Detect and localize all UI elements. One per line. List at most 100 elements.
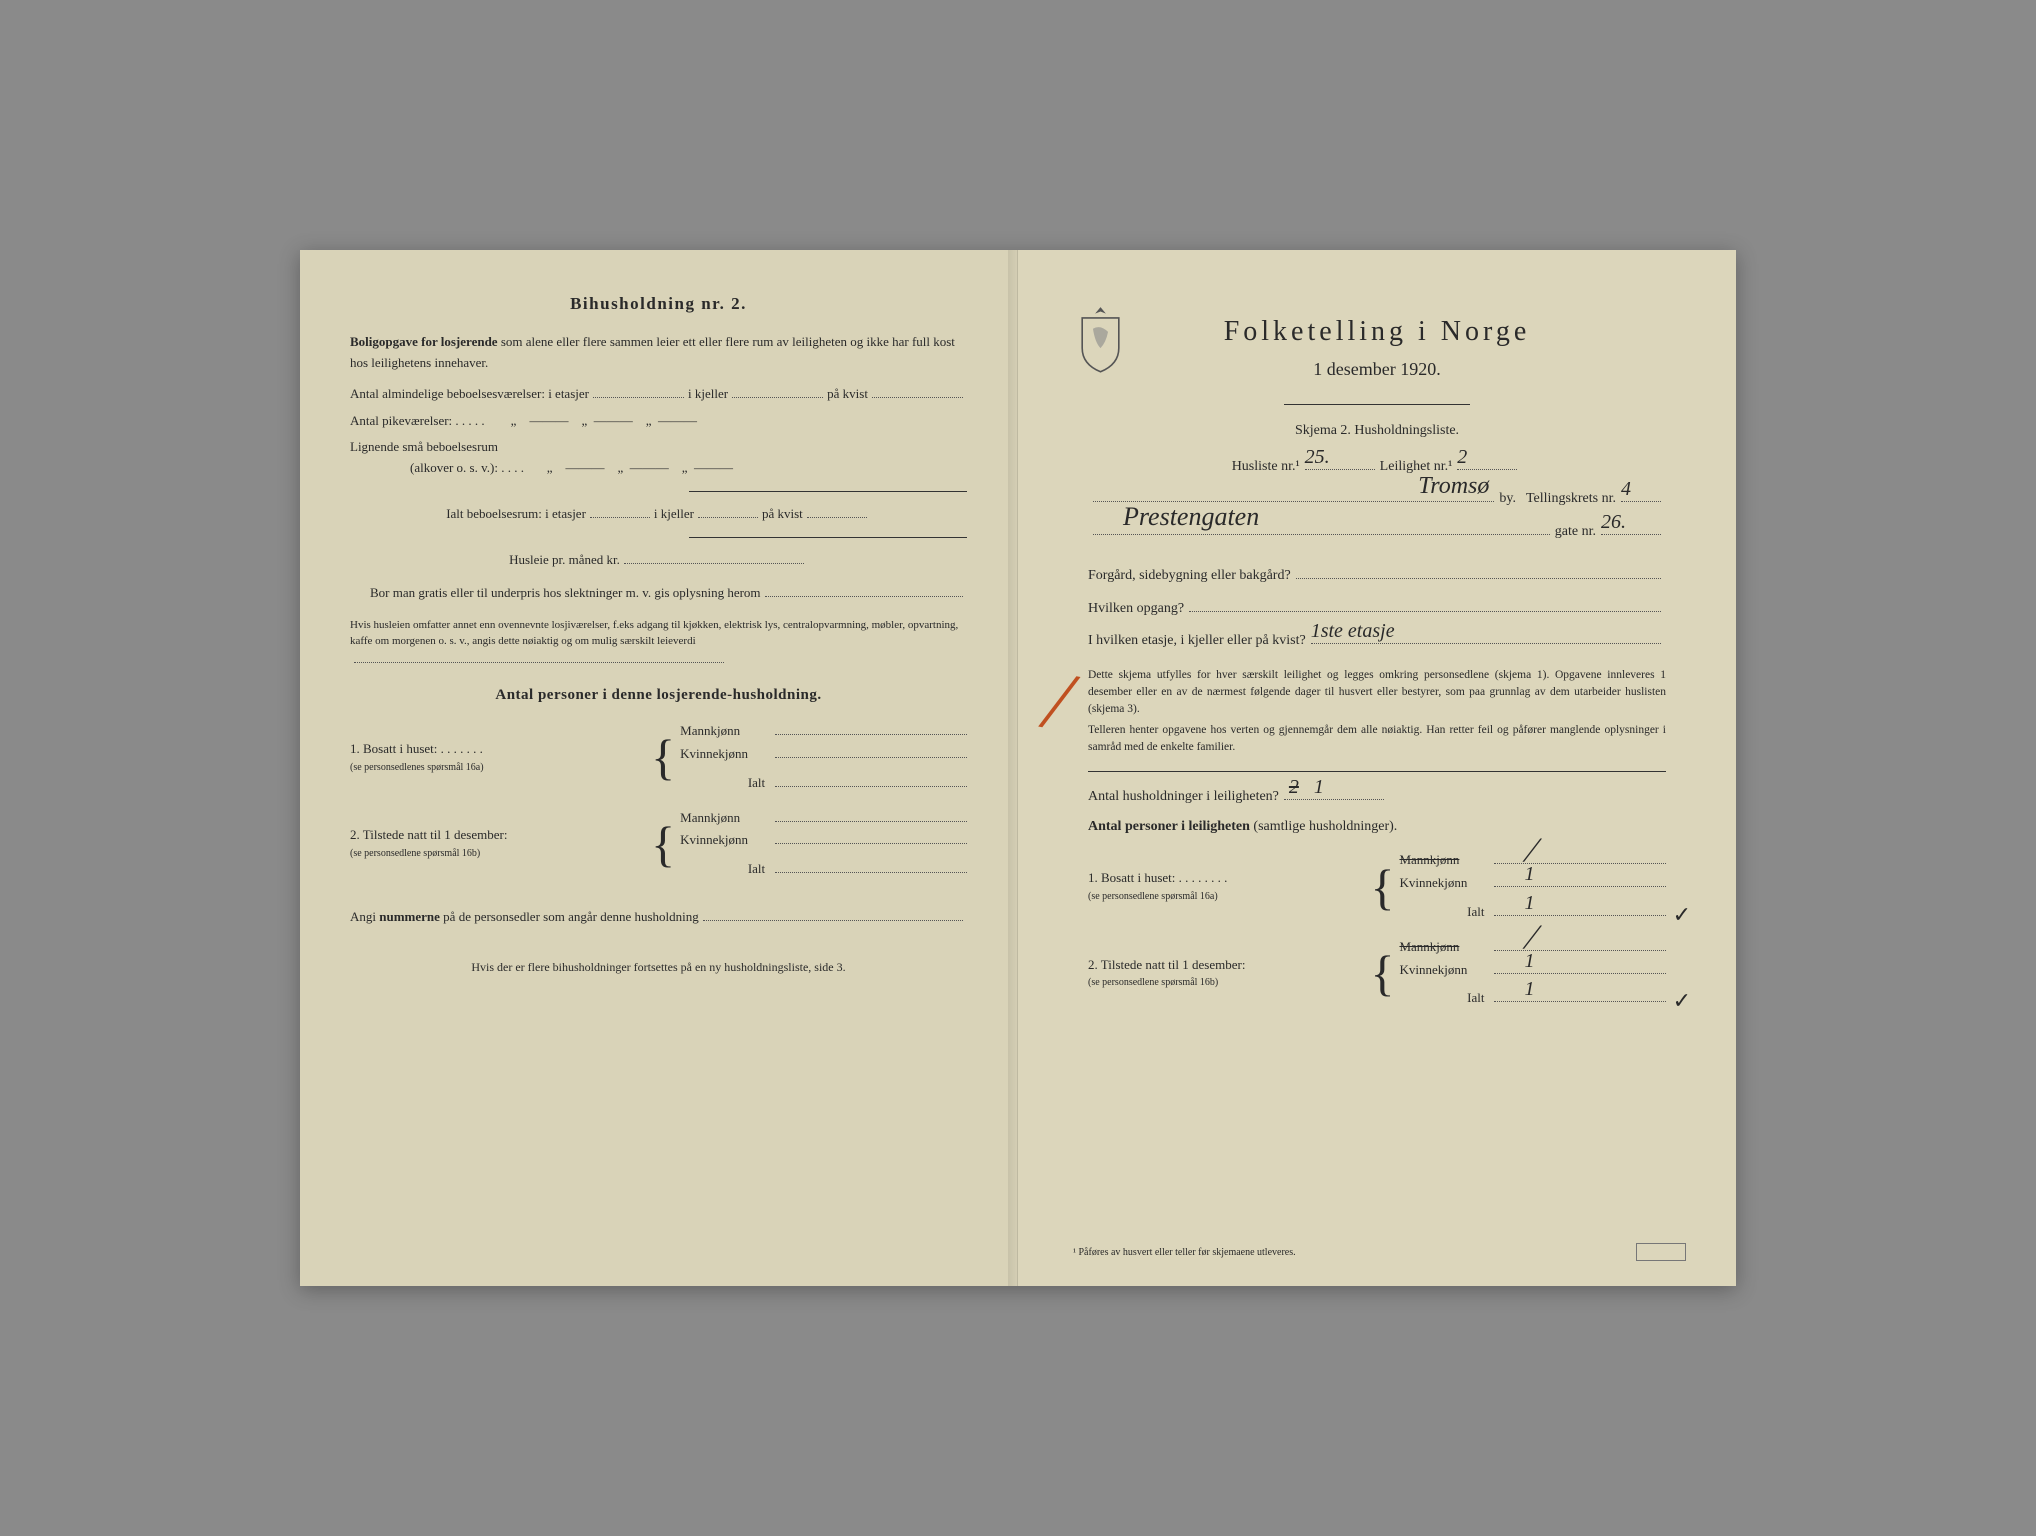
date-subtitle: 1 desember 1920.	[1068, 355, 1686, 384]
fval-2: 1	[1524, 945, 1534, 977]
husliste-line: Husliste nr.¹ 25. Leilighet nr.¹ 2	[1088, 454, 1666, 478]
total-label-1: Ialt	[680, 773, 775, 794]
maid-label: Antal pikeværelser: . . . . .	[350, 411, 485, 432]
male-strike-2: Mannkjønn	[1399, 937, 1494, 958]
husliste-label: Husliste nr.¹	[1232, 456, 1300, 478]
total-rooms-line: Ialt beboelsesrum: i etasjer i kjeller p…	[350, 504, 967, 525]
q1-sub: (se personsedlene spørsmål 16a)	[1088, 889, 1355, 905]
explain-divider	[1088, 771, 1666, 772]
households-label: Antal husholdninger i leiligheten?	[1088, 786, 1279, 808]
female-label-1: Kvinnekjønn	[680, 744, 775, 765]
r-resident-right: Mannkjønn╱ Kvinnekjønn1 Ialt1 ✓	[1399, 848, 1666, 924]
fill-rf1: 1	[1494, 873, 1666, 887]
intro-bold: Boligopgave for losjerende	[350, 334, 498, 349]
rent-line: Husleie pr. måned kr.	[350, 550, 967, 571]
fill-numbers	[703, 907, 963, 921]
city-suffix: by.	[1499, 488, 1516, 510]
explain-2: Telleren henter opgavene hos verten og g…	[1088, 722, 1666, 755]
fill-rt2: 1	[1494, 988, 1666, 1002]
rooms-label: Antal almindelige beboelsesværelser: i e…	[350, 384, 589, 405]
female-label-2: Kvinnekjønn	[680, 830, 775, 851]
check-2: ✓	[1673, 983, 1691, 1018]
title-divider	[1284, 404, 1469, 405]
fill-rm2: ╱	[1494, 937, 1666, 951]
fill-m1	[775, 721, 967, 735]
male-label-1: Mannkjønn	[680, 721, 775, 742]
streetnr-val: 26.	[1601, 506, 1626, 538]
fill-rm1: ╱	[1494, 850, 1666, 864]
fill-f1	[775, 744, 967, 758]
r-resident-group: 1. Bosatt i huset: . . . . . . . . (se p…	[1088, 848, 1666, 924]
cellar-label: i kjeller	[688, 384, 728, 405]
opgang-label: Hvilken opgang?	[1088, 598, 1184, 620]
street-val: Prestengaten	[1123, 496, 1259, 538]
male-label-2: Mannkjønn	[680, 808, 775, 829]
footnote: ¹ Påføres av husvert eller teller før sk…	[1073, 1245, 1296, 1261]
maid-line: Antal pikeværelser: . . . . . „ ——— „ ——…	[350, 411, 967, 432]
street-fill: Prestengaten	[1093, 519, 1550, 535]
total-r2: Ialt	[1399, 988, 1494, 1009]
similar-label: Lignende små beboelsesrum	[350, 439, 498, 454]
present-label: 2. Tilstede natt til 1 desember:	[350, 827, 507, 842]
alcove-quotes: „ ——— „ ——— „ ———	[527, 460, 733, 475]
fill-rt1: 1	[1494, 902, 1666, 916]
resident-left: 1. Bosatt i huset: . . . . . . . (se per…	[350, 739, 646, 776]
right-fields-block: Husliste nr.¹ 25. Leilighet nr.¹ 2 Troms…	[1068, 454, 1686, 1011]
female-r1: Kvinnekjønn	[1399, 873, 1494, 894]
r-present-right: Mannkjønn╱ Kvinnekjønn1 Ialt1 ✓	[1399, 935, 1666, 1011]
attic-label: på kvist	[827, 384, 868, 405]
numbers-label: Angi nummerne på de personsedler som ang…	[350, 907, 699, 928]
rooms-line: Antal almindelige beboelsesværelser: i e…	[350, 384, 967, 405]
fill-kjeller	[732, 384, 823, 398]
q1-label: 1. Bosatt i huset: . . . . . . . .	[1088, 870, 1227, 885]
street-line: Prestengaten gate nr. 26.	[1088, 519, 1666, 543]
divider-2	[689, 537, 967, 538]
resident-sub: (se personsedlenes spørsmål 16a)	[350, 760, 636, 776]
present-left: 2. Tilstede natt til 1 desember: (se per…	[350, 825, 646, 862]
krets-fill: 4	[1621, 486, 1661, 502]
households-val: 1	[1314, 771, 1324, 803]
continue-note: Hvis der er flere bihusholdninger fortse…	[350, 958, 967, 977]
census-document: Bihusholdning nr. 2. Boligopgave for los…	[300, 250, 1736, 1286]
q2-sub: (se personsedlene spørsmål 16b)	[1088, 975, 1355, 991]
cellar-label2: i kjeller	[654, 504, 694, 525]
brace-1: {	[651, 732, 675, 782]
fill-rent	[624, 550, 804, 564]
etasje-label: I hvilken etasje, i kjeller eller på kvi…	[1088, 630, 1306, 652]
left-page: Bihusholdning nr. 2. Boligopgave for los…	[300, 250, 1018, 1286]
r-present-left: 2. Tilstede natt til 1 desember: (se per…	[1088, 955, 1365, 992]
orange-annotation: ╱	[1041, 663, 1076, 726]
attic-label2: på kvist	[762, 504, 803, 525]
tval-2: 1	[1524, 973, 1534, 1005]
krets-val: 4	[1621, 473, 1631, 505]
fill-total-kv	[807, 504, 867, 518]
fill-kvist	[872, 384, 963, 398]
streetnr-fill: 26.	[1601, 519, 1661, 535]
fill-t1	[775, 773, 967, 787]
fill-m2	[775, 808, 967, 822]
fill-total-e	[590, 504, 650, 518]
female-r2: Kvinnekjønn	[1399, 960, 1494, 981]
total-rooms-label: Ialt beboelsesrum: i etasjer	[446, 504, 586, 525]
households-fill: 2 1	[1284, 784, 1384, 800]
tval-1: 1	[1524, 887, 1534, 919]
maid-quotes: „ ——— „ ——— „ ———	[485, 411, 967, 432]
present-right: Mannkjønn Kvinnekjønn Ialt	[680, 806, 967, 882]
brace-r2: {	[1370, 948, 1394, 998]
fill-note	[354, 649, 724, 663]
forgard-fill	[1296, 563, 1661, 579]
check-1: ✓	[1673, 897, 1691, 932]
husliste-fill: 25.	[1305, 454, 1375, 470]
alcove-label: (alkover o. s. v.): . . . .	[410, 460, 524, 475]
left-heading: Bihusholdning nr. 2.	[350, 290, 967, 317]
freestay-line: Bor man gratis eller til underpris hos s…	[350, 583, 967, 604]
households-line: Antal husholdninger i leiligheten? 2 1	[1088, 784, 1666, 808]
printer-stamp	[1636, 1243, 1686, 1261]
opgang-fill	[1189, 596, 1661, 612]
similar-rooms-block: Lignende små beboelsesrum (alkover o. s.…	[350, 437, 967, 479]
male-strike-1: Mannkjønn	[1399, 850, 1494, 871]
present-sub: (se personsedlene spørsmål 16b)	[350, 846, 636, 862]
fill-rf2: 1	[1494, 960, 1666, 974]
rent-label: Husleie pr. måned kr.	[509, 550, 620, 571]
numbers-line: Angi nummerne på de personsedler som ang…	[350, 907, 967, 928]
